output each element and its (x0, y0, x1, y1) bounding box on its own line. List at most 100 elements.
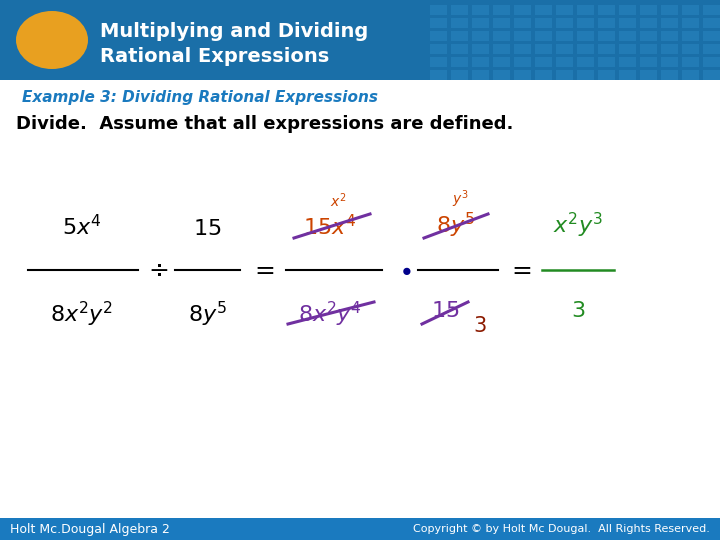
Bar (493, 44, 510, 54)
Bar (577, 70, 594, 80)
Bar (556, 5, 573, 15)
Bar (451, 5, 468, 15)
Bar (598, 18, 615, 28)
Bar (577, 44, 594, 54)
Bar (640, 5, 657, 15)
Bar (451, 57, 468, 67)
Text: $8y^5$: $8y^5$ (187, 300, 227, 329)
Bar (682, 5, 699, 15)
Text: Example 3: Dividing Rational Expressions: Example 3: Dividing Rational Expressions (22, 90, 378, 105)
Bar (472, 5, 489, 15)
Bar (577, 5, 594, 15)
Text: $15$: $15$ (193, 218, 221, 240)
Bar (577, 31, 594, 41)
Bar (493, 70, 510, 80)
Bar (472, 70, 489, 80)
Ellipse shape (16, 11, 88, 69)
Bar (493, 18, 510, 28)
Bar (619, 57, 636, 67)
Bar (640, 70, 657, 80)
Bar (535, 57, 552, 67)
Bar (703, 57, 720, 67)
Bar (514, 31, 531, 41)
Bar (682, 44, 699, 54)
Text: $8x^2y^4$: $8x^2y^4$ (298, 300, 362, 329)
Text: Holt Mc.Dougal Algebra 2: Holt Mc.Dougal Algebra 2 (10, 523, 170, 536)
Bar (430, 18, 447, 28)
Bar (598, 31, 615, 41)
Text: $3$: $3$ (571, 300, 585, 322)
Bar (640, 31, 657, 41)
Bar (430, 31, 447, 41)
Bar (514, 44, 531, 54)
Bar (430, 70, 447, 80)
Bar (661, 57, 678, 67)
Bar (556, 70, 573, 80)
Bar (640, 57, 657, 67)
Text: $8y^5$: $8y^5$ (436, 211, 474, 240)
Bar (661, 31, 678, 41)
Bar (661, 44, 678, 54)
Bar (493, 57, 510, 67)
Text: Multiplying and Dividing: Multiplying and Dividing (100, 22, 368, 41)
Bar (619, 18, 636, 28)
Text: $3$: $3$ (473, 316, 487, 336)
Bar (451, 18, 468, 28)
Text: $5x^4$: $5x^4$ (63, 215, 102, 240)
Bar (514, 70, 531, 80)
Text: $=$: $=$ (508, 259, 533, 281)
Bar (598, 44, 615, 54)
Bar (556, 57, 573, 67)
Bar (535, 44, 552, 54)
Bar (514, 5, 531, 15)
Bar (451, 70, 468, 80)
Text: Divide.  Assume that all expressions are defined.: Divide. Assume that all expressions are … (16, 115, 513, 133)
Bar (682, 18, 699, 28)
Bar (535, 70, 552, 80)
Bar (682, 70, 699, 80)
Bar (619, 44, 636, 54)
Bar (661, 5, 678, 15)
Bar (598, 5, 615, 15)
Text: $15$: $15$ (431, 300, 459, 322)
Bar (514, 18, 531, 28)
Bar (598, 70, 615, 80)
Bar (619, 31, 636, 41)
Text: Copyright © by Holt Mc Dougal.  All Rights Reserved.: Copyright © by Holt Mc Dougal. All Right… (413, 524, 710, 534)
Bar (640, 18, 657, 28)
Text: $x^2y^3$: $x^2y^3$ (553, 211, 603, 240)
Bar (577, 18, 594, 28)
Bar (0, 518, 720, 540)
Text: $y^3$: $y^3$ (451, 188, 468, 210)
Bar (682, 31, 699, 41)
Bar (430, 44, 447, 54)
Bar (535, 18, 552, 28)
Bar (556, 18, 573, 28)
Bar (703, 18, 720, 28)
Text: $\div$: $\div$ (148, 259, 168, 281)
Text: $15x^4$: $15x^4$ (303, 215, 356, 240)
Bar (451, 31, 468, 41)
Bar (619, 5, 636, 15)
Bar (640, 44, 657, 54)
Bar (598, 57, 615, 67)
Bar (703, 5, 720, 15)
Bar (556, 44, 573, 54)
Bar (472, 57, 489, 67)
Bar (493, 31, 510, 41)
Bar (472, 31, 489, 41)
Bar (682, 57, 699, 67)
Text: $=$: $=$ (251, 259, 276, 281)
Text: $\bullet$: $\bullet$ (398, 258, 412, 282)
Bar (430, 5, 447, 15)
Bar (493, 5, 510, 15)
Bar (535, 5, 552, 15)
Bar (703, 70, 720, 80)
Bar (619, 70, 636, 80)
Bar (0, 0, 720, 80)
Bar (577, 57, 594, 67)
Bar (661, 70, 678, 80)
Bar (556, 31, 573, 41)
Bar (472, 18, 489, 28)
Bar (661, 18, 678, 28)
